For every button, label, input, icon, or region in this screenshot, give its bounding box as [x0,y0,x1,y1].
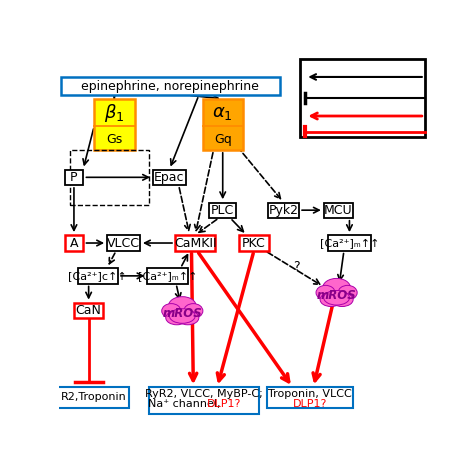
Ellipse shape [324,291,349,305]
FancyBboxPatch shape [328,236,371,251]
Text: [Ca²⁺]ᴄ↑↑: [Ca²⁺]ᴄ↑↑ [68,271,127,281]
Ellipse shape [177,311,199,325]
Text: epinephrine, norepinephrine: epinephrine, norepinephrine [81,80,258,92]
FancyBboxPatch shape [153,170,186,185]
FancyBboxPatch shape [61,77,280,95]
Text: Pyk2: Pyk2 [268,204,298,217]
Text: MCU: MCU [324,204,353,217]
FancyBboxPatch shape [149,387,259,414]
FancyBboxPatch shape [94,99,135,150]
FancyBboxPatch shape [267,387,353,408]
Ellipse shape [338,285,357,300]
Text: CaMKII: CaMKII [174,237,217,249]
Ellipse shape [169,297,196,315]
FancyBboxPatch shape [202,99,243,150]
Text: PKC: PKC [242,237,266,249]
Text: R2,Troponin: R2,Troponin [61,392,126,402]
FancyBboxPatch shape [300,59,425,137]
FancyBboxPatch shape [175,236,215,251]
FancyBboxPatch shape [65,170,83,185]
FancyBboxPatch shape [239,236,269,251]
Text: $\beta_1$: $\beta_1$ [104,102,125,124]
Text: mROS: mROS [317,289,356,302]
FancyBboxPatch shape [324,202,353,218]
Ellipse shape [320,292,342,307]
Text: P: P [70,171,78,184]
Text: DLP1?: DLP1? [292,399,327,409]
Text: Na⁺ channel,: Na⁺ channel, [148,399,224,409]
Ellipse shape [323,278,350,297]
Text: Gs: Gs [106,133,122,146]
Text: mROS: mROS [163,307,202,320]
Ellipse shape [166,311,188,325]
Ellipse shape [162,304,181,318]
FancyBboxPatch shape [57,387,129,408]
Ellipse shape [184,304,203,318]
Text: CaN: CaN [76,304,101,317]
Text: VLCC: VLCC [107,237,140,249]
Text: A: A [70,237,78,249]
Text: [Ca²⁺]ₘ↑↑: [Ca²⁺]ₘ↑↑ [138,271,197,281]
Text: Epac: Epac [154,171,185,184]
FancyBboxPatch shape [74,303,103,318]
Text: [Ca²⁺]ₘ↑↑: [Ca²⁺]ₘ↑↑ [319,238,379,248]
FancyBboxPatch shape [78,268,118,283]
Text: DLP1?: DLP1? [207,399,242,409]
Text: Gq: Gq [214,133,232,146]
FancyBboxPatch shape [268,202,299,218]
FancyBboxPatch shape [147,268,188,283]
FancyBboxPatch shape [65,236,83,251]
FancyBboxPatch shape [209,202,237,218]
Ellipse shape [170,309,195,323]
Ellipse shape [331,292,353,307]
Ellipse shape [316,285,335,300]
Text: ?: ? [293,260,300,273]
FancyBboxPatch shape [107,236,140,251]
Text: Troponin, VLCC: Troponin, VLCC [268,389,352,399]
Text: PLC: PLC [211,204,234,217]
Text: $\alpha_1$: $\alpha_1$ [212,104,233,122]
Text: RyR2, VLCC, MyBP-C;: RyR2, VLCC, MyBP-C; [146,389,263,399]
